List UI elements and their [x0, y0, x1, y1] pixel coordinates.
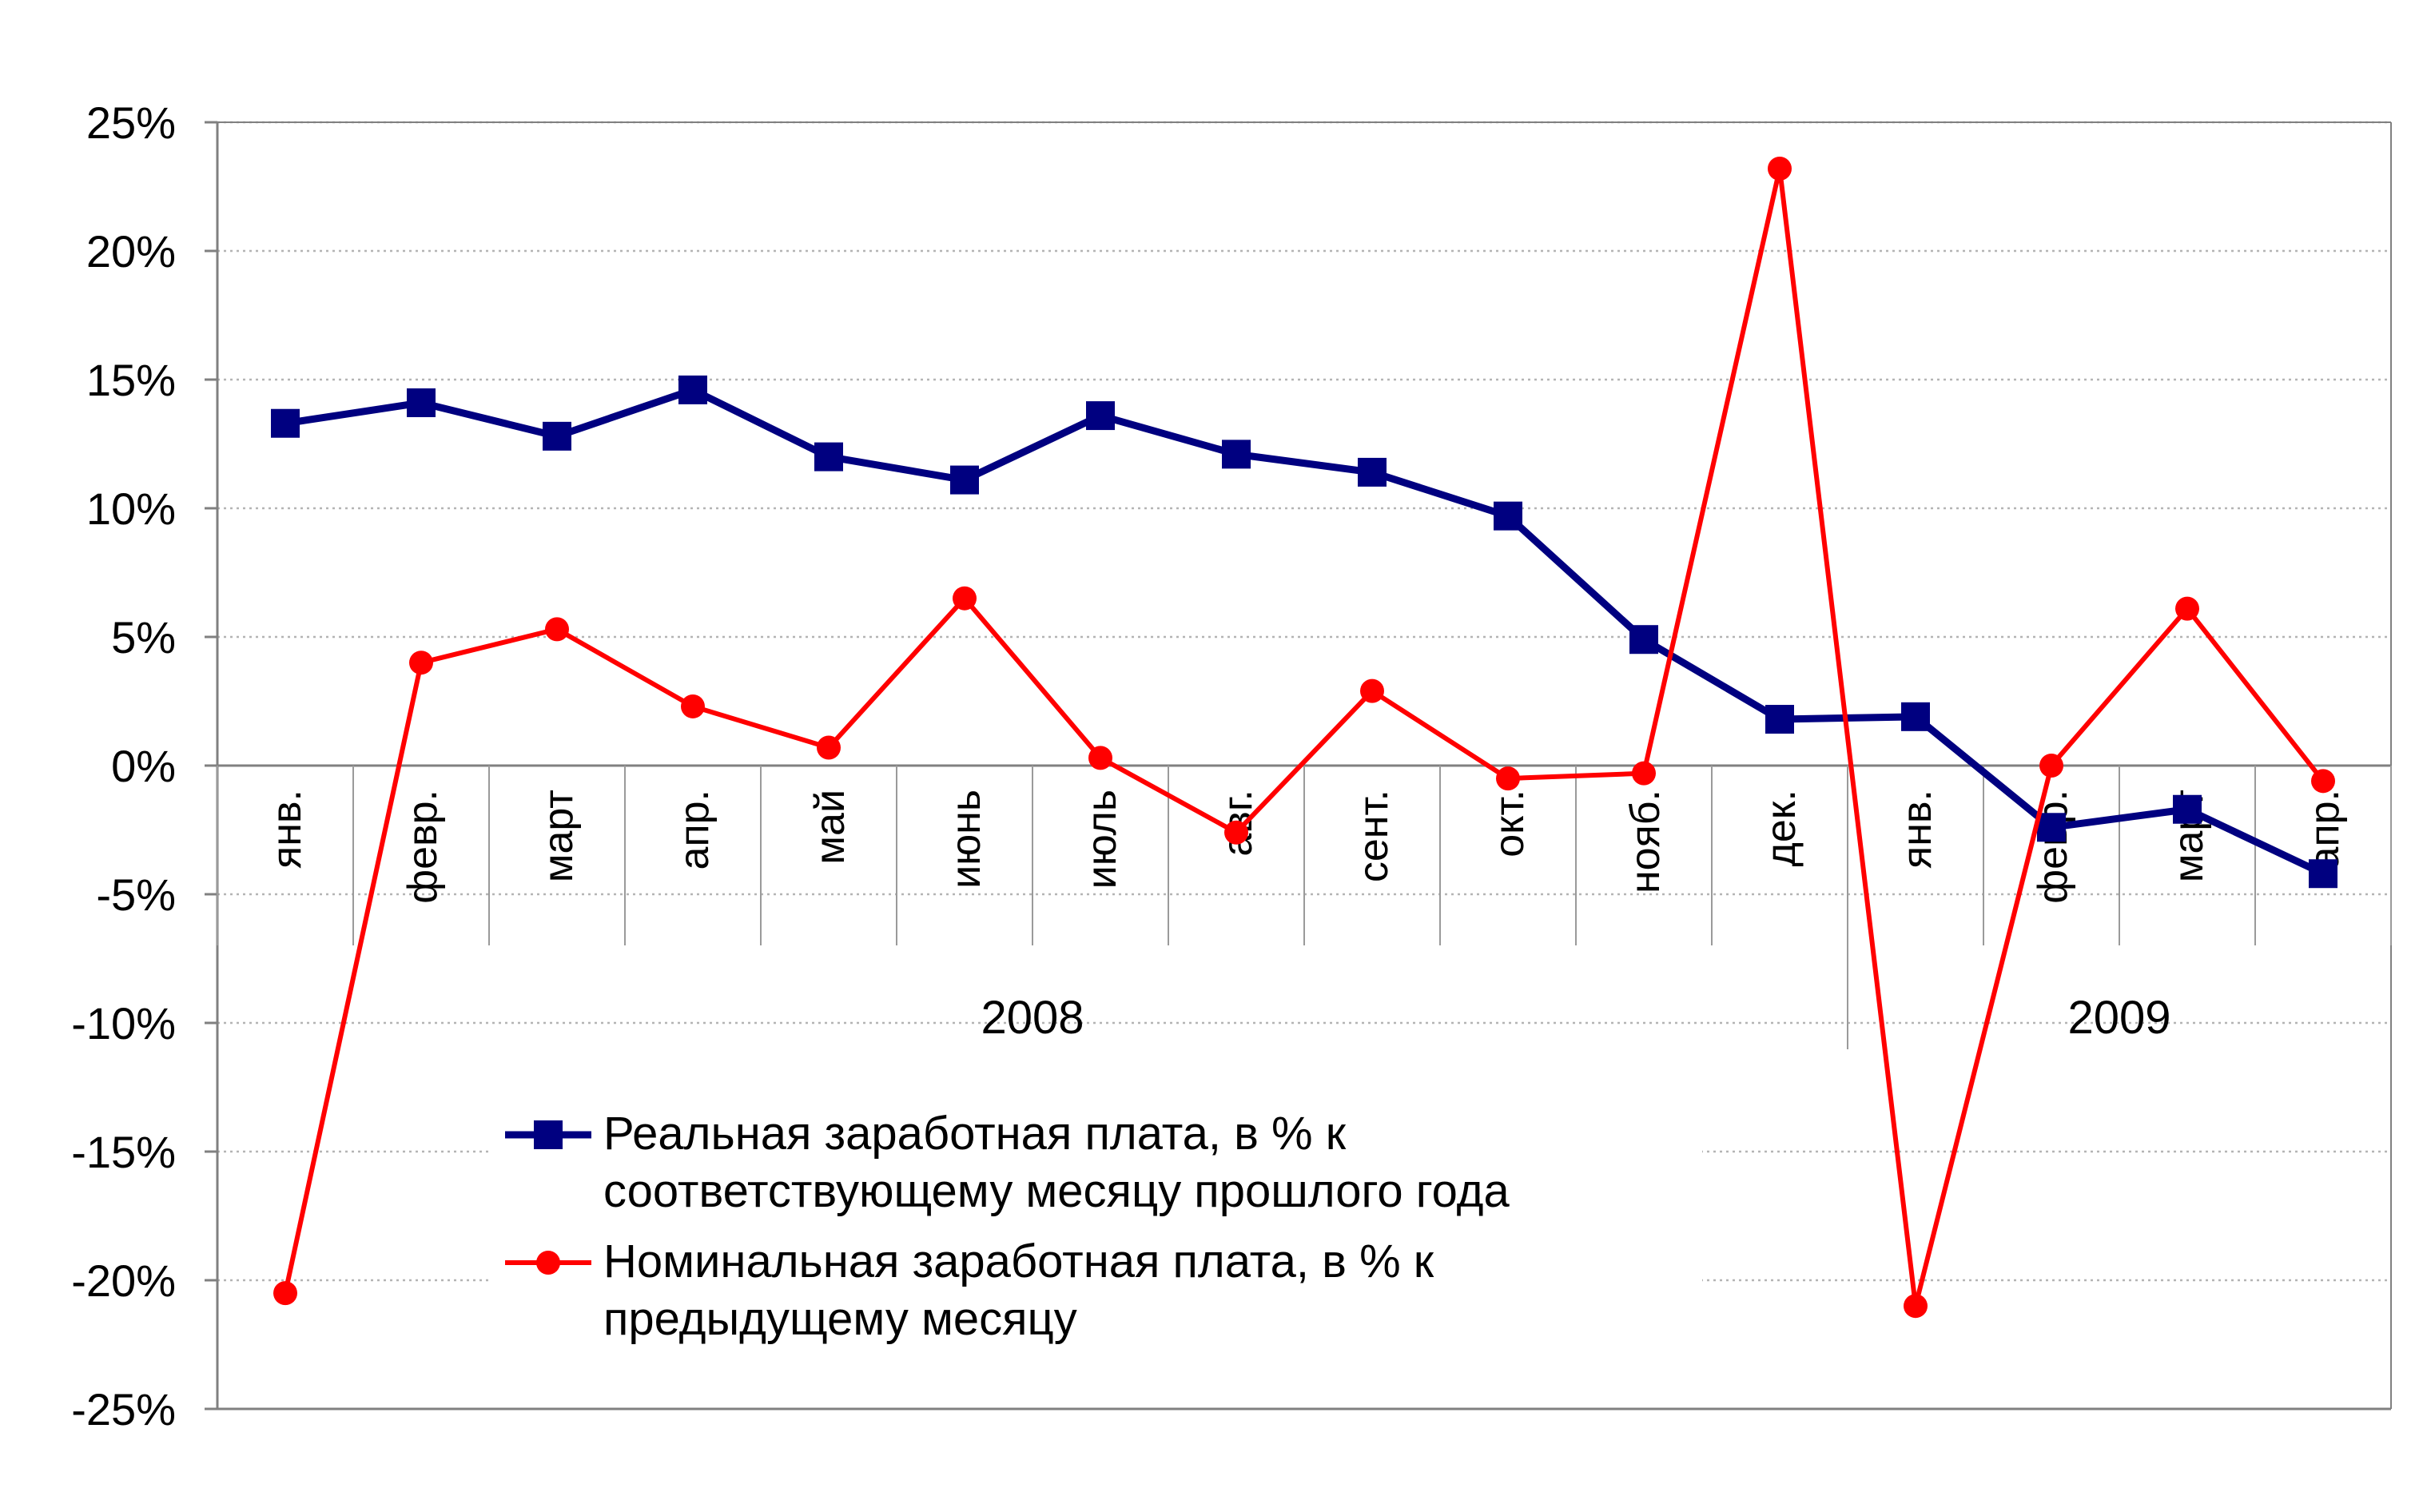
series — [271, 156, 2337, 1319]
year-label: 2008 — [981, 992, 1084, 1044]
x-tick-label: дек. — [1758, 790, 1804, 866]
legend-marker-circle — [536, 1251, 560, 1275]
data-point-square — [1222, 440, 1251, 469]
y-tick-label: -10% — [71, 998, 176, 1048]
data-point-circle — [2175, 596, 2199, 621]
year-label: 2009 — [2067, 992, 2170, 1044]
data-point-square — [2173, 794, 2202, 824]
y-tick-label: 0% — [111, 741, 176, 791]
data-point-square — [1901, 702, 1930, 731]
x-tick-label: май — [807, 790, 853, 865]
y-axis-tick-labels: 25% 20% 15% 10% 5% 0% -5% -10% -15% -20% -25% — [71, 97, 176, 1434]
data-point-square — [2309, 859, 2337, 889]
x-tick-label: февр. — [400, 790, 446, 904]
legend-label: Номинальная заработная плата, в % к — [603, 1235, 1434, 1287]
data-point-square — [271, 408, 300, 438]
data-point-square — [1086, 401, 1115, 431]
y-tick-label: 15% — [86, 355, 176, 405]
x-tick-label: янв. — [264, 790, 310, 869]
data-point-circle — [1088, 746, 1112, 770]
x-tick-label: июль — [1079, 790, 1125, 889]
x-tick-label: сент. — [1351, 790, 1397, 882]
x-tick-label: нояб. — [1622, 790, 1669, 893]
y-tick-label: 25% — [86, 97, 176, 148]
y-tick-label: 20% — [86, 226, 176, 277]
x-tick-label: окт. — [1486, 790, 1533, 857]
data-point-circle — [681, 694, 705, 718]
data-point-circle — [2311, 769, 2335, 794]
x-tick-label: янв. — [1894, 790, 1940, 869]
y-tick-label: -25% — [71, 1384, 176, 1434]
data-point-circle — [1360, 678, 1384, 703]
legend: Реальная заработная плата, в % ксоответс… — [491, 1107, 1702, 1371]
legend-label: Реальная заработная плата, в % к — [603, 1108, 1347, 1160]
data-point-square — [1358, 457, 1387, 487]
legend-label: предыдущему месяцу — [603, 1293, 1077, 1345]
legend-label: соответствующему месяцу прошлого года — [603, 1165, 1510, 1217]
y-tick-label: -20% — [71, 1255, 176, 1306]
data-point-square — [407, 388, 436, 417]
y-tick-label: -5% — [96, 869, 176, 920]
y-tick-label: 5% — [111, 612, 176, 662]
x-tick-label: апр. — [2302, 790, 2348, 869]
data-point-square — [2037, 813, 2066, 842]
data-point-circle — [817, 735, 841, 760]
data-point-circle — [953, 586, 977, 611]
x-tick-label: март — [535, 790, 582, 882]
legend-marker-square — [534, 1120, 563, 1149]
y-tick-label: 10% — [86, 483, 176, 534]
data-point-circle — [273, 1281, 297, 1306]
data-point-circle — [545, 617, 569, 642]
data-point-square — [1629, 625, 1658, 655]
data-point-square — [814, 442, 843, 472]
legend-background — [491, 1107, 1702, 1371]
axes — [205, 121, 2392, 1411]
data-point-square — [1765, 705, 1794, 734]
data-point-square — [543, 421, 571, 451]
data-point-circle — [1224, 820, 1248, 845]
data-point-circle — [1768, 156, 1792, 181]
data-point-circle — [409, 651, 433, 675]
x-axis-tick-labels: янв.февр.мартапр.майиюньиюльавг.сент.окт… — [264, 790, 2348, 904]
data-point-square — [950, 465, 979, 495]
data-point-circle — [1904, 1294, 1928, 1319]
data-point-square — [1494, 501, 1522, 531]
series-line — [283, 165, 2326, 1309]
data-point-circle — [2039, 754, 2063, 778]
data-point-square — [678, 375, 707, 404]
x-tick-label: апр. — [671, 790, 718, 869]
data-point-circle — [1632, 761, 1656, 786]
x-tick-label: июнь — [943, 790, 989, 889]
data-point-circle — [1496, 766, 1520, 791]
year-labels: 2008 2009 — [981, 992, 2170, 1044]
x-tick-label: февр. — [2030, 790, 2076, 904]
series-line — [284, 386, 2325, 877]
y-tick-label: -15% — [71, 1127, 176, 1177]
